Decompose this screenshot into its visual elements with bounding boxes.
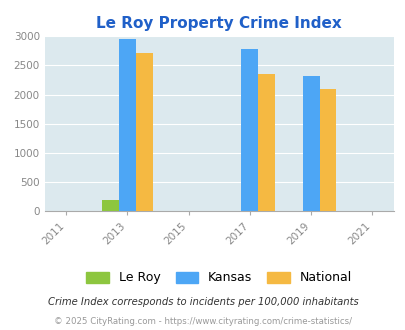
Bar <box>258 74 275 211</box>
Bar <box>119 39 135 211</box>
Bar <box>241 49 258 211</box>
Title: Le Roy Property Crime Index: Le Roy Property Crime Index <box>96 16 341 31</box>
Text: © 2025 CityRating.com - https://www.cityrating.com/crime-statistics/: © 2025 CityRating.com - https://www.city… <box>54 317 351 326</box>
Bar <box>102 200 119 211</box>
Text: Crime Index corresponds to incidents per 100,000 inhabitants: Crime Index corresponds to incidents per… <box>47 297 358 307</box>
Bar <box>319 89 336 211</box>
Legend: Le Roy, Kansas, National: Le Roy, Kansas, National <box>81 266 356 289</box>
Bar <box>302 76 319 211</box>
Bar <box>135 52 152 211</box>
